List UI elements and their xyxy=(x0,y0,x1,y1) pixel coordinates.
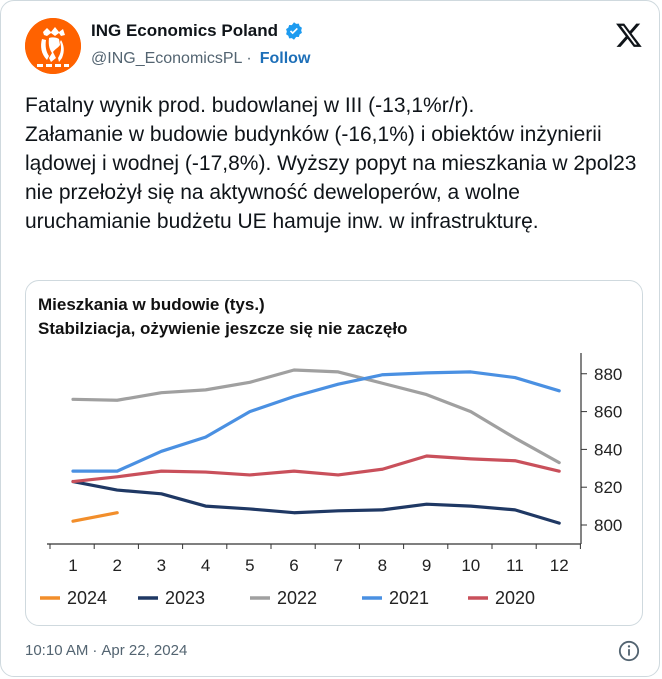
y-tick-label: 860 xyxy=(594,403,622,422)
chart-title: Mieszkania w budowie (tys.) xyxy=(38,295,265,314)
tweet-date[interactable]: Apr 22, 2024 xyxy=(101,642,188,659)
handle-row: @ING_EconomicsPL · Follow xyxy=(91,50,310,68)
handle-separator: · xyxy=(246,50,252,67)
series-line-2023 xyxy=(71,479,561,525)
x-tick-label: 3 xyxy=(157,556,166,575)
tweet-time[interactable]: 10:10 AM xyxy=(25,642,89,659)
series-line-2022 xyxy=(71,368,561,465)
x-tick-label: 10 xyxy=(461,556,480,575)
x-tick-label: 9 xyxy=(422,556,431,575)
x-tick-label: 7 xyxy=(333,556,342,575)
y-tick-label: 840 xyxy=(594,440,622,459)
account-name-row: ING Economics Poland xyxy=(91,21,304,41)
chart-image[interactable]: Mieszkania w budowie (tys.) Stabilziacja… xyxy=(25,280,643,626)
series-line-2024 xyxy=(71,511,119,523)
legend-label-2020: 2020 xyxy=(495,588,535,608)
tweet-text: Fatalny wynik prod. budowlanej w III (-1… xyxy=(25,94,637,233)
info-circle-icon[interactable] xyxy=(618,640,640,662)
footer-separator: · xyxy=(92,642,98,659)
x-logo-icon[interactable] xyxy=(615,21,643,49)
x-tick-label: 2 xyxy=(112,556,121,575)
tweet-footer: 10:10 AM · Apr 22, 2024 xyxy=(25,642,187,659)
x-tick-label: 4 xyxy=(201,556,210,575)
x-tick-label: 11 xyxy=(506,556,524,575)
legend-label-2023: 2023 xyxy=(165,588,205,608)
ing-lion-logo-icon xyxy=(25,18,81,74)
x-tick-label: 5 xyxy=(245,556,254,575)
y-tick-label: 800 xyxy=(594,516,622,535)
follow-button[interactable]: Follow xyxy=(259,50,311,67)
account-handle[interactable]: @ING_EconomicsPL xyxy=(91,50,243,67)
series-line-2020 xyxy=(71,454,561,484)
legend-label-2022: 2022 xyxy=(277,588,317,608)
y-tick-label: 820 xyxy=(594,478,622,497)
chart-subtitle: Stabilziacja, ożywienie jeszcze się nie … xyxy=(38,319,408,338)
legend-label-2024: 2024 xyxy=(67,588,107,608)
account-name[interactable]: ING Economics Poland xyxy=(91,21,279,40)
verified-badge-icon xyxy=(286,22,302,40)
x-tick-label: 6 xyxy=(289,556,298,575)
x-tick-label: 8 xyxy=(378,556,387,575)
y-tick-label: 880 xyxy=(594,365,622,384)
avatar[interactable] xyxy=(25,18,81,74)
legend-label-2021: 2021 xyxy=(389,588,429,608)
x-tick-label: 12 xyxy=(550,556,569,575)
series-line-2021 xyxy=(71,370,561,473)
x-tick-label: 1 xyxy=(68,556,77,575)
